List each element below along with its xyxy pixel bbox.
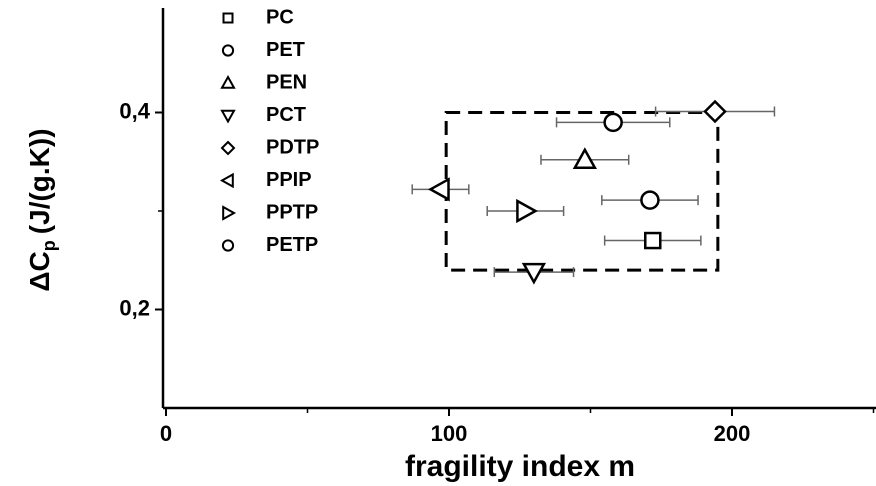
x-tick-label: 200 [714, 421, 751, 446]
y-tick-label: 0,2 [119, 295, 150, 320]
y-axis-label-main: ΔC [24, 251, 55, 291]
y-axis-label-unit: (J/(g.K)) [24, 128, 55, 234]
legend-label: PEN [266, 71, 307, 93]
legend-label: PDTP [266, 136, 319, 158]
legend-marker [219, 172, 234, 189]
data-point [703, 99, 727, 124]
legend-marker [220, 140, 236, 156]
legend-marker [220, 109, 236, 124]
y-tick-label: 0,4 [119, 98, 150, 123]
legend-marker [222, 12, 234, 24]
data-point [521, 262, 547, 285]
y-axis-label: ΔCp (J/(g.K)) [24, 128, 58, 291]
legend-marker [222, 205, 237, 221]
legend-label: PET [266, 39, 305, 61]
y-axis-label-sub: p [39, 240, 59, 251]
legend-label: PCT [266, 104, 306, 126]
x-axis-label: fragility index m [405, 450, 635, 483]
legend-marker [220, 74, 236, 89]
data-point [603, 112, 623, 133]
legend-label: PPTP [266, 201, 318, 223]
x-tick-label: 0 [160, 421, 172, 446]
legend-label: PPIP [266, 169, 312, 191]
legend-label: PETP [266, 234, 318, 256]
legend-marker [221, 239, 235, 252]
legend-label: PC [266, 6, 294, 28]
data-point [640, 190, 660, 210]
data-point [516, 198, 538, 224]
data-point [572, 147, 597, 170]
x-tick-label: 100 [431, 421, 468, 446]
data-point [427, 177, 450, 202]
data-point [644, 231, 662, 250]
legend-marker [221, 44, 235, 57]
dashed-region [444, 111, 720, 272]
